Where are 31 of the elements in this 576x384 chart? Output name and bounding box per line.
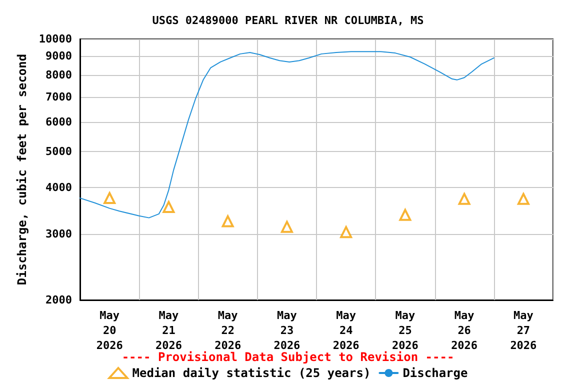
x-tick-label: May 24 2026 [332,309,360,352]
point [340,226,352,238]
legend-label: Median daily statistic (25 years) [132,366,371,380]
y-tick-label: 6000 [46,115,72,128]
y-tick-label: 5000 [46,144,72,158]
x-tick-label: May 21 2026 [155,309,182,352]
x-tick-label: May 20 2026 [96,309,124,352]
x-tick-label: May 23 2026 [274,309,301,352]
x-tick-label: May 22 2026 [214,309,242,352]
y-tick-label: 2000 [46,294,72,306]
point [162,200,175,213]
y-axis-title: Discharge, cubic feet per second [15,54,29,286]
line-series [80,51,494,218]
y-tick-label: 7000 [46,90,72,104]
x-tick-label: May 25 2026 [392,309,419,352]
point [280,220,293,233]
legend-label: Discharge [402,366,468,380]
point [104,192,116,204]
point [222,215,234,228]
point [399,208,412,221]
text: ---- Provisional Data Subject to Revision ---- [122,350,454,364]
y-tick-label: 3000 [46,228,72,241]
y-tick-label: 8000 [46,68,72,82]
point [517,192,530,205]
chart-title: USGS 02489000 PEARL RIVER NR COLUMBIA, MS [152,14,424,27]
x-tick-label: May 26 2026 [451,309,478,352]
point [458,192,470,205]
y-tick-label: 4000 [46,181,72,194]
x-tick-label: May 27 2026 [510,309,538,352]
y-tick-label: 9000 [46,50,72,63]
y-tick-label: 10000 [38,32,72,46]
